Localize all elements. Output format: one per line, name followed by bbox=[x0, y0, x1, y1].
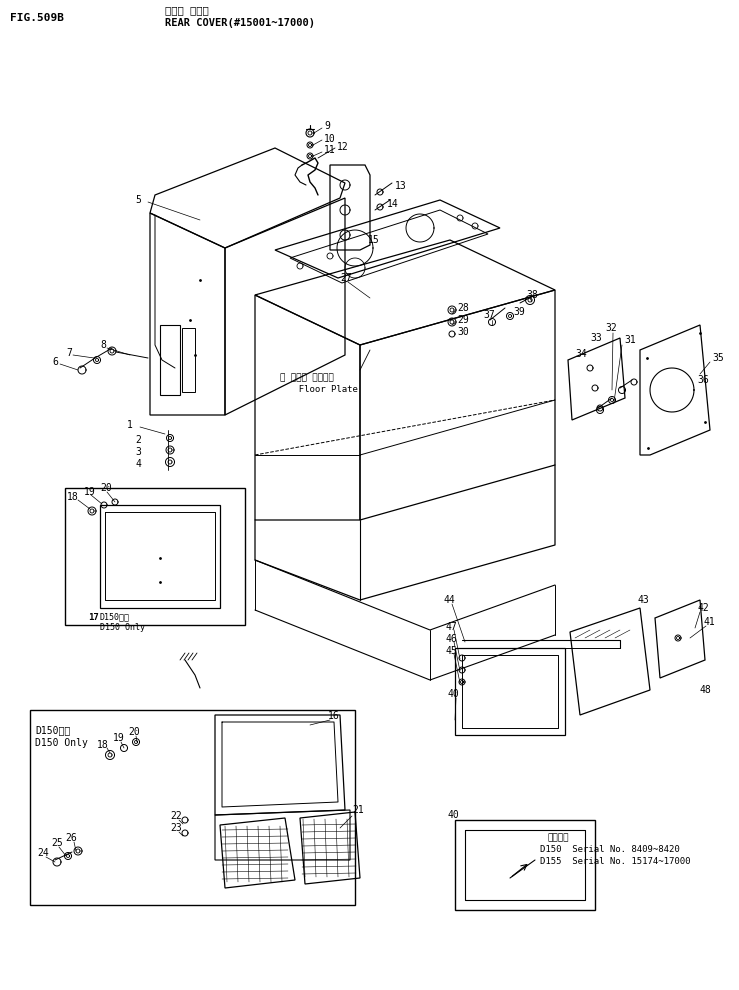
Text: 19: 19 bbox=[113, 733, 125, 743]
Text: 13: 13 bbox=[395, 181, 406, 191]
Text: 41: 41 bbox=[703, 617, 715, 627]
Text: 7: 7 bbox=[66, 348, 72, 358]
Text: FIG.509B: FIG.509B bbox=[10, 13, 64, 23]
Text: 6: 6 bbox=[52, 357, 58, 367]
Text: D150  Serial No. 8409~8420: D150 Serial No. 8409~8420 bbox=[540, 845, 680, 854]
Text: 24: 24 bbox=[37, 848, 49, 858]
Text: 38: 38 bbox=[526, 290, 538, 300]
Text: 39: 39 bbox=[513, 307, 525, 317]
Text: 22: 22 bbox=[170, 811, 182, 821]
Text: 33: 33 bbox=[590, 333, 602, 343]
Text: 17: 17 bbox=[88, 613, 99, 622]
Text: 29: 29 bbox=[457, 315, 469, 325]
Text: 9: 9 bbox=[324, 121, 330, 131]
Text: 適用番号: 適用番号 bbox=[548, 834, 570, 842]
Text: 10: 10 bbox=[324, 134, 336, 144]
Text: 18: 18 bbox=[97, 740, 109, 750]
Text: D150専用: D150専用 bbox=[35, 725, 70, 735]
Text: 18: 18 bbox=[67, 492, 79, 502]
Text: 44: 44 bbox=[443, 595, 454, 605]
Text: Floor Plate: Floor Plate bbox=[288, 385, 358, 394]
Text: 19: 19 bbox=[84, 487, 96, 497]
Text: 14: 14 bbox=[387, 199, 399, 209]
Text: 4: 4 bbox=[135, 459, 141, 469]
Text: 3: 3 bbox=[135, 447, 141, 457]
Text: 45: 45 bbox=[445, 646, 457, 656]
Text: 35: 35 bbox=[712, 353, 723, 363]
Text: 15: 15 bbox=[368, 235, 380, 245]
Text: 11: 11 bbox=[324, 145, 336, 155]
Text: 30: 30 bbox=[457, 327, 469, 337]
Text: ＜ フロア プレート: ＜ フロア プレート bbox=[280, 373, 334, 382]
Text: D150専用: D150専用 bbox=[100, 613, 130, 622]
Text: 26: 26 bbox=[65, 833, 77, 843]
Text: 40: 40 bbox=[447, 810, 459, 820]
Text: 42: 42 bbox=[697, 603, 709, 613]
Text: 28: 28 bbox=[457, 303, 469, 313]
Text: 48: 48 bbox=[700, 685, 712, 695]
Text: 1: 1 bbox=[127, 420, 133, 430]
Text: 46: 46 bbox=[445, 634, 457, 644]
Text: 20: 20 bbox=[100, 483, 112, 493]
Text: 2: 2 bbox=[135, 435, 141, 445]
Text: リヤー カバー: リヤー カバー bbox=[165, 5, 208, 15]
Text: D150 Only: D150 Only bbox=[100, 623, 145, 632]
Text: 25: 25 bbox=[51, 838, 63, 848]
Text: 27: 27 bbox=[340, 273, 352, 283]
Text: D150 Only: D150 Only bbox=[35, 738, 88, 748]
Text: 37: 37 bbox=[483, 310, 494, 320]
Text: 5: 5 bbox=[135, 195, 141, 205]
Text: 31: 31 bbox=[624, 335, 636, 345]
Text: 34: 34 bbox=[575, 349, 587, 359]
Text: 21: 21 bbox=[352, 805, 364, 815]
Text: D155  Serial No. 15174~17000: D155 Serial No. 15174~17000 bbox=[540, 857, 690, 866]
Text: 47: 47 bbox=[445, 622, 457, 632]
Text: 32: 32 bbox=[605, 323, 617, 333]
Text: 8: 8 bbox=[100, 340, 106, 350]
Text: 43: 43 bbox=[638, 595, 650, 605]
Text: 12: 12 bbox=[337, 142, 349, 152]
Text: 16: 16 bbox=[328, 711, 340, 721]
Text: 20: 20 bbox=[128, 727, 140, 737]
Text: REAR COVER(#15001~17000): REAR COVER(#15001~17000) bbox=[165, 18, 315, 28]
Text: 40: 40 bbox=[447, 689, 459, 699]
Text: 23: 23 bbox=[170, 823, 182, 833]
Text: 36: 36 bbox=[697, 375, 709, 385]
